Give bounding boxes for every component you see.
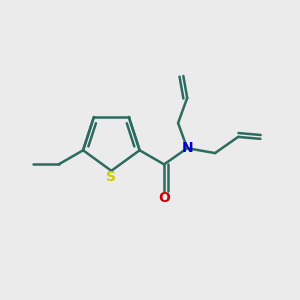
- Text: N: N: [182, 141, 193, 155]
- Text: O: O: [158, 191, 170, 205]
- Text: S: S: [106, 170, 116, 184]
